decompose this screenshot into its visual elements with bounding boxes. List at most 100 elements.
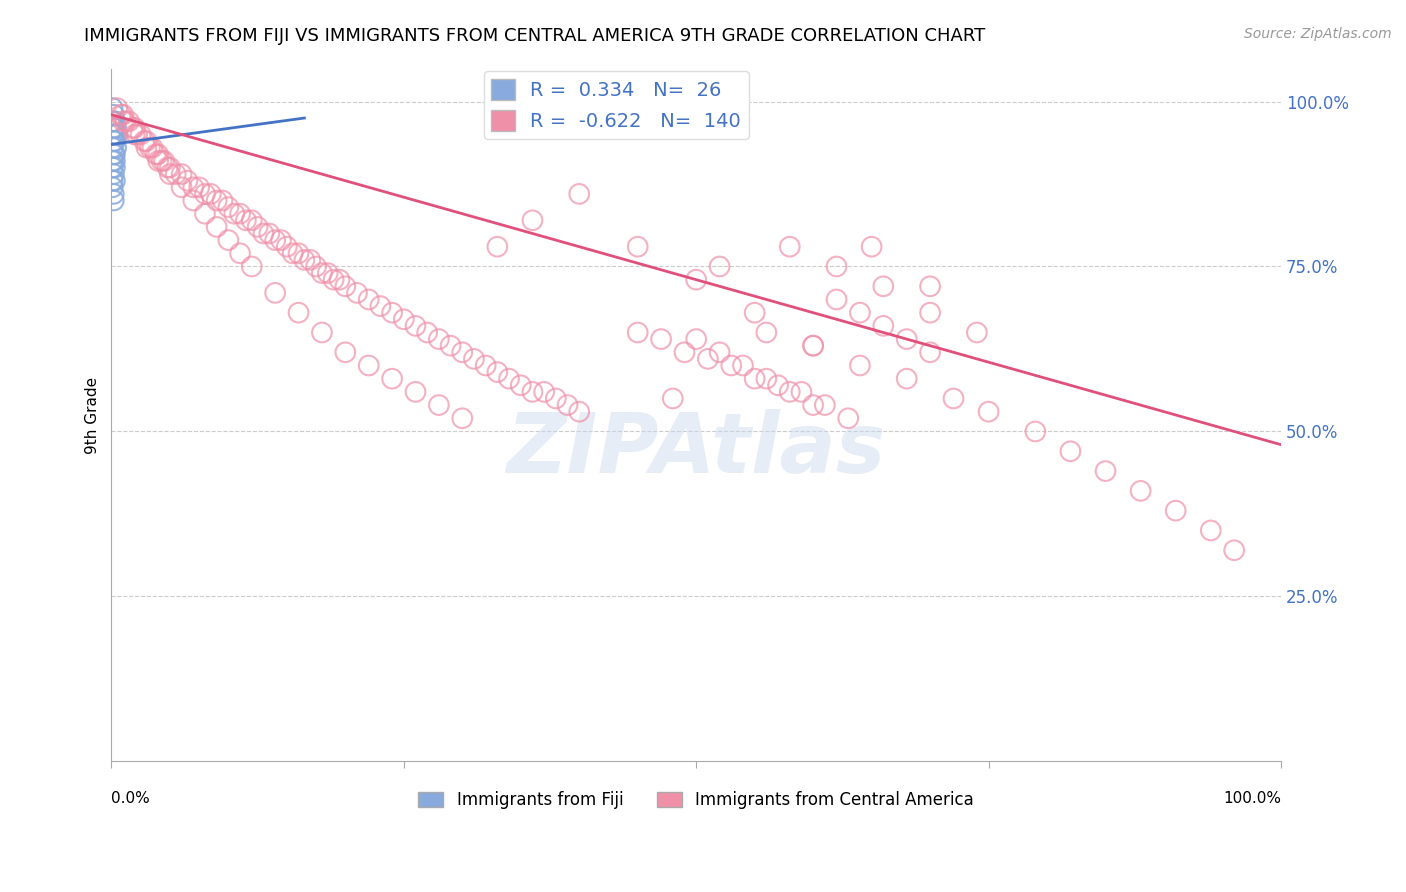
Point bbox=[779, 384, 801, 399]
Point bbox=[103, 147, 125, 161]
Text: IMMIGRANTS FROM FIJI VS IMMIGRANTS FROM CENTRAL AMERICA 9TH GRADE CORRELATION CH: IMMIGRANTS FROM FIJI VS IMMIGRANTS FROM … bbox=[84, 27, 986, 45]
Point bbox=[825, 293, 848, 307]
Point bbox=[229, 207, 252, 221]
Point bbox=[966, 326, 988, 340]
Point bbox=[709, 345, 731, 359]
Point bbox=[896, 332, 918, 346]
Point bbox=[217, 200, 239, 214]
Point bbox=[240, 213, 263, 227]
Point bbox=[170, 180, 193, 194]
Point bbox=[311, 326, 333, 340]
Point bbox=[101, 120, 124, 135]
Text: Source: ZipAtlas.com: Source: ZipAtlas.com bbox=[1244, 27, 1392, 41]
Point bbox=[299, 252, 322, 267]
Point bbox=[486, 240, 509, 254]
Legend: R =  0.334   N=  26, R =  -0.622   N=  140: R = 0.334 N= 26, R = -0.622 N= 140 bbox=[484, 71, 749, 139]
Point bbox=[276, 240, 298, 254]
Point bbox=[1024, 425, 1046, 439]
Point bbox=[498, 372, 520, 386]
Point bbox=[104, 153, 127, 168]
Point bbox=[860, 240, 883, 254]
Point bbox=[112, 108, 135, 122]
Point bbox=[568, 186, 591, 201]
Point bbox=[370, 299, 392, 313]
Point bbox=[544, 392, 567, 406]
Point bbox=[103, 120, 125, 135]
Point bbox=[129, 128, 152, 142]
Point bbox=[205, 194, 228, 208]
Point bbox=[103, 186, 125, 201]
Point bbox=[849, 306, 872, 320]
Point bbox=[110, 108, 132, 122]
Point bbox=[112, 114, 135, 128]
Text: 100.0%: 100.0% bbox=[1223, 791, 1281, 806]
Point bbox=[104, 134, 127, 148]
Point bbox=[153, 153, 176, 168]
Point bbox=[533, 384, 555, 399]
Point bbox=[104, 114, 127, 128]
Point bbox=[229, 246, 252, 260]
Point bbox=[451, 345, 474, 359]
Point bbox=[801, 339, 824, 353]
Point bbox=[557, 398, 579, 412]
Point bbox=[121, 120, 143, 135]
Point bbox=[101, 174, 124, 188]
Point bbox=[205, 219, 228, 234]
Point bbox=[104, 147, 127, 161]
Point bbox=[474, 359, 496, 373]
Text: ZIPAtlas: ZIPAtlas bbox=[506, 409, 886, 490]
Point bbox=[264, 285, 287, 300]
Point bbox=[650, 332, 672, 346]
Point bbox=[755, 326, 778, 340]
Point bbox=[101, 141, 124, 155]
Point bbox=[156, 161, 179, 175]
Point bbox=[103, 134, 125, 148]
Point bbox=[104, 128, 127, 142]
Point bbox=[292, 252, 315, 267]
Point bbox=[522, 213, 544, 227]
Point bbox=[451, 411, 474, 425]
Point bbox=[405, 384, 427, 399]
Point bbox=[101, 180, 124, 194]
Point bbox=[259, 227, 281, 241]
Point bbox=[744, 306, 766, 320]
Point bbox=[118, 114, 141, 128]
Point bbox=[392, 312, 415, 326]
Point bbox=[181, 180, 204, 194]
Point bbox=[305, 260, 328, 274]
Point bbox=[264, 233, 287, 247]
Point bbox=[104, 161, 127, 175]
Point bbox=[837, 411, 859, 425]
Point bbox=[1199, 524, 1222, 538]
Point bbox=[181, 194, 204, 208]
Point bbox=[188, 180, 211, 194]
Point bbox=[159, 161, 181, 175]
Point bbox=[335, 345, 357, 359]
Point bbox=[814, 398, 837, 412]
Point bbox=[709, 260, 731, 274]
Point bbox=[381, 306, 404, 320]
Point bbox=[200, 186, 222, 201]
Point bbox=[194, 207, 217, 221]
Point bbox=[439, 339, 461, 353]
Point bbox=[240, 260, 263, 274]
Point bbox=[405, 318, 427, 333]
Point bbox=[416, 326, 439, 340]
Point bbox=[316, 266, 339, 280]
Point bbox=[104, 174, 127, 188]
Point bbox=[1129, 483, 1152, 498]
Point bbox=[101, 128, 124, 142]
Point bbox=[127, 128, 149, 142]
Point bbox=[165, 167, 187, 181]
Point bbox=[1059, 444, 1081, 458]
Point bbox=[696, 351, 718, 366]
Point bbox=[825, 260, 848, 274]
Point bbox=[766, 378, 789, 392]
Point bbox=[568, 405, 591, 419]
Point bbox=[790, 384, 813, 399]
Point bbox=[103, 108, 125, 122]
Point bbox=[744, 372, 766, 386]
Point bbox=[801, 339, 824, 353]
Point bbox=[779, 240, 801, 254]
Point bbox=[194, 186, 217, 201]
